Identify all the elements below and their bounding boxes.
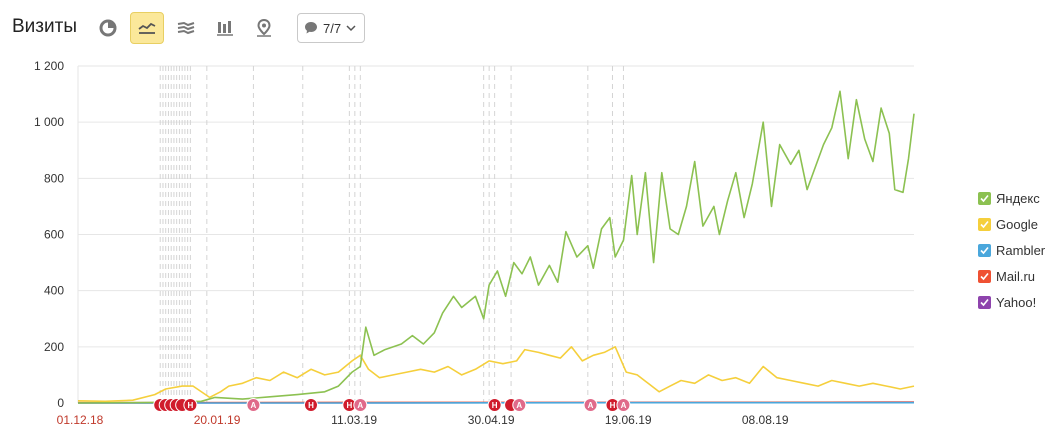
legend-label: Rambler <box>996 242 1046 258</box>
chart-toolbar: Визиты <box>0 0 1052 56</box>
x-axis-ticks: 01.12.18 20.01.19 11.03.19 30.04.19 19.06.19… <box>57 413 789 427</box>
legend-item-yandex[interactable]: Яндекс <box>978 185 1052 211</box>
pie-chart-view-button[interactable] <box>91 12 125 44</box>
annotation-badge <box>512 398 527 412</box>
annotation-badge <box>353 398 368 412</box>
annotation-badge <box>487 398 502 412</box>
x-tick-label: 19.06.19 <box>605 413 652 427</box>
legend-label: Google <box>996 216 1038 232</box>
series-line-yandex[interactable] <box>77 90 915 404</box>
annotation-label: Н <box>346 401 352 410</box>
line-chart-view-button[interactable] <box>130 12 164 44</box>
bar-chart-icon <box>217 21 233 36</box>
annotation-label: Н <box>308 401 314 410</box>
annotation-label: Н <box>492 401 498 410</box>
y-axis-ticks: 0 200 400 600 800 1 000 1 200 <box>34 59 64 410</box>
annotation-label: А <box>621 401 627 410</box>
x-tick-label: 11.03.19 <box>331 413 377 427</box>
counter-label: 7/7 <box>323 20 342 36</box>
pie-chart-icon <box>99 19 117 37</box>
annotation-badge <box>303 398 318 412</box>
annotation-label: А <box>516 401 522 410</box>
y-tick-label: 1 200 <box>34 59 64 73</box>
area-chart-view-button[interactable] <box>169 12 203 44</box>
annotation-marker[interactable]: Н <box>487 398 502 412</box>
checkbox-checked-icon[interactable] <box>978 217 991 231</box>
legend-item-rambler[interactable]: Rambler <box>978 237 1052 263</box>
annotation-marker[interactable]: Н <box>183 398 198 412</box>
legend-label: Яндекс <box>996 190 1040 206</box>
y-tick-label: 1 000 <box>34 115 64 129</box>
annotation-marker[interactable]: Н <box>303 398 318 412</box>
legend-item-mailru[interactable]: Mail.ru <box>978 263 1052 289</box>
annotation-marker[interactable]: А <box>353 398 368 412</box>
annotation-label: А <box>251 401 257 410</box>
annotation-badge <box>583 398 598 412</box>
annotation-label: Н <box>187 401 193 410</box>
y-tick-label: 400 <box>44 284 64 298</box>
bar-chart-view-button[interactable] <box>208 12 242 44</box>
y-tick-label: 0 <box>57 396 64 410</box>
series-lines <box>77 90 915 404</box>
comment-icon <box>305 22 317 34</box>
x-tick-label: 20.01.19 <box>194 413 241 427</box>
x-tick-label: 08.08.19 <box>742 413 789 427</box>
legend-item-yahoo[interactable]: Yahoo! <box>978 289 1052 315</box>
annotation-marker[interactable]: А <box>616 398 631 412</box>
chevron-down-icon <box>346 25 356 32</box>
y-tick-label: 800 <box>44 171 64 185</box>
event-lines <box>159 66 624 403</box>
map-pin-icon <box>257 18 271 37</box>
checkbox-checked-icon[interactable] <box>978 269 991 283</box>
annotation-marker[interactable]: А <box>583 398 598 412</box>
annotation-label: А <box>588 401 594 410</box>
area-chart-icon <box>177 21 195 35</box>
annotation-badge <box>183 398 198 412</box>
checkbox-checked-icon[interactable] <box>978 243 991 257</box>
annotation-label: А <box>357 401 363 410</box>
annotation-label: Н <box>610 401 616 410</box>
map-view-button[interactable] <box>247 12 281 44</box>
checkbox-checked-icon[interactable] <box>978 191 991 205</box>
series-line-google[interactable] <box>77 345 915 403</box>
checkbox-checked-icon[interactable] <box>978 295 991 309</box>
x-tick-label: 01.12.18 <box>57 413 104 427</box>
legend-item-google[interactable]: Google <box>978 211 1052 237</box>
annotation-badge <box>246 398 261 412</box>
x-tick-label: 30.04.19 <box>468 413 515 427</box>
annotations-counter-dropdown[interactable]: 7/7 <box>297 13 365 43</box>
annotation-marker[interactable]: А <box>246 398 261 412</box>
line-chart-icon <box>138 22 156 34</box>
chart-grid <box>77 65 914 404</box>
chart-legend: Яндекс Google Rambler Mail.ru Yahoo! <box>978 185 1052 315</box>
annotation-badge <box>616 398 631 412</box>
y-tick-label: 600 <box>44 228 64 242</box>
y-tick-label: 200 <box>44 340 64 354</box>
chart-title: Визиты <box>12 16 77 37</box>
annotation-marker[interactable]: А <box>512 398 527 412</box>
legend-label: Yahoo! <box>996 294 1037 310</box>
legend-label: Mail.ru <box>996 268 1036 284</box>
